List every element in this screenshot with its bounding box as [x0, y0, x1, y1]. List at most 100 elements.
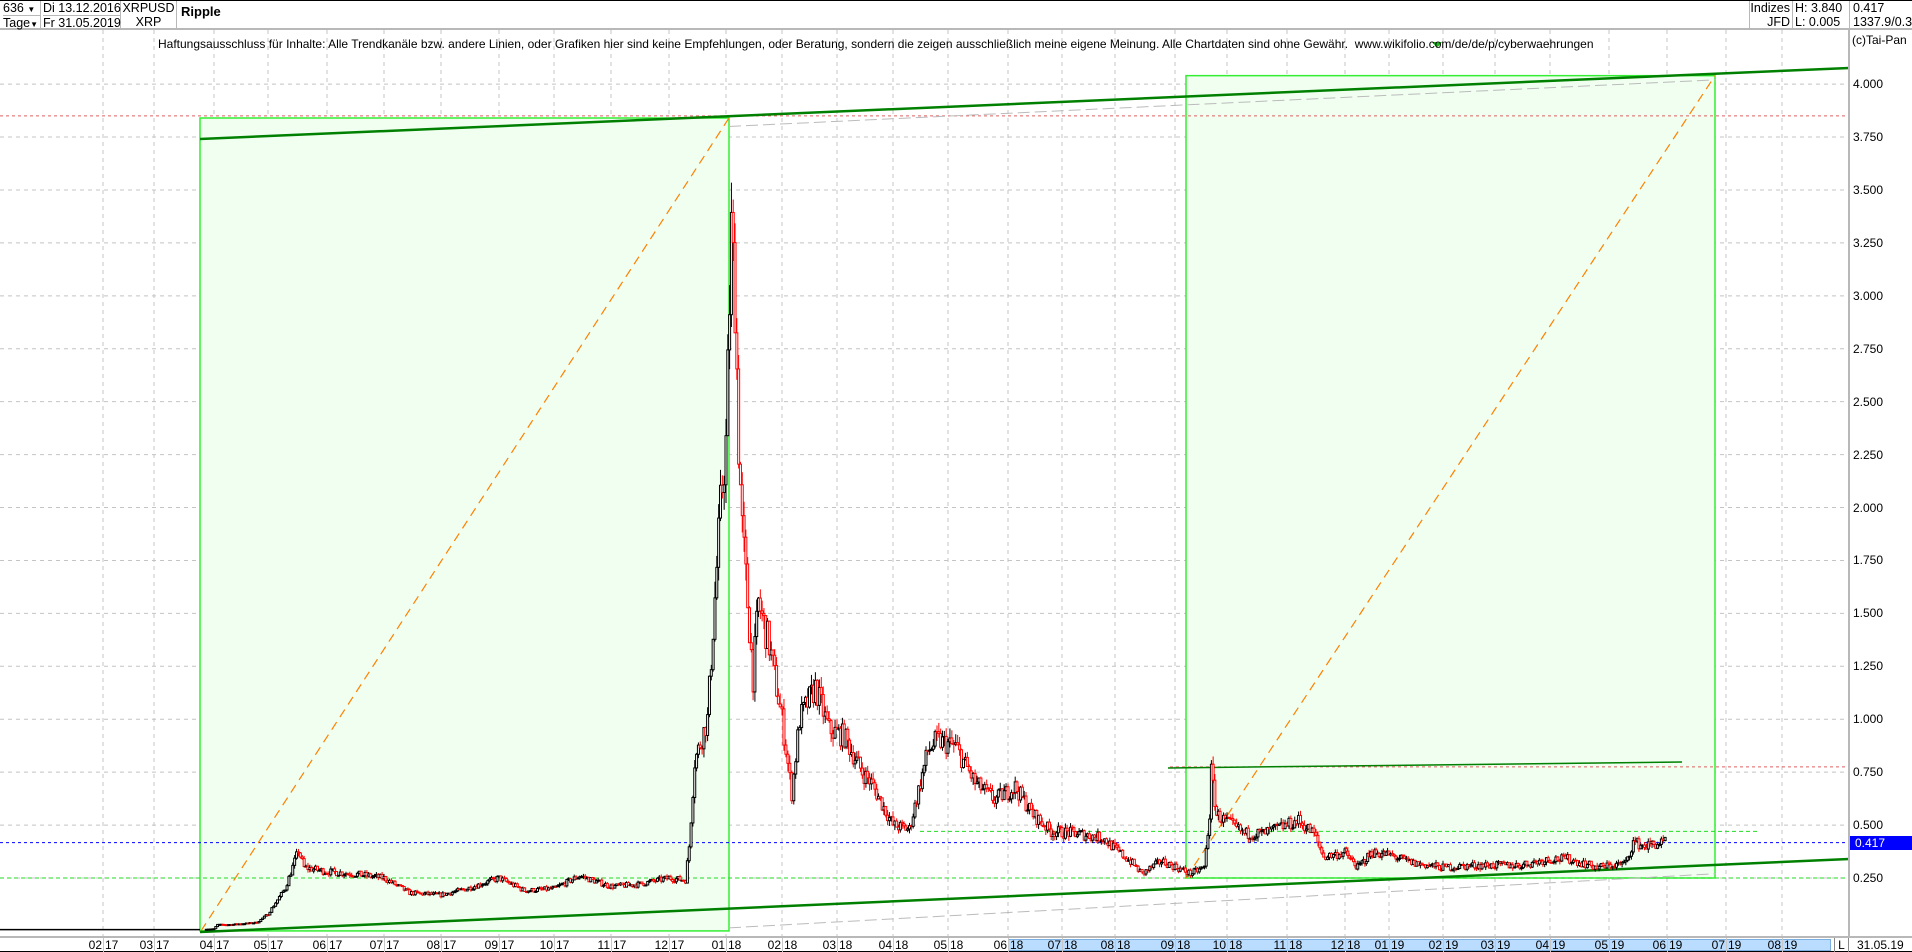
candle [1631, 837, 1635, 855]
candle [848, 737, 852, 762]
candle-body [920, 772, 924, 790]
candle [749, 632, 753, 653]
candle [1266, 826, 1270, 836]
candle [1270, 826, 1274, 833]
candle-body [904, 825, 908, 831]
candle-body [796, 729, 800, 763]
candle [802, 701, 806, 712]
tick-month: 06 [1652, 938, 1666, 952]
candle-body [1024, 795, 1028, 812]
candle-body [898, 821, 902, 831]
candle [1055, 831, 1059, 841]
candle [1015, 780, 1019, 795]
candle [1456, 865, 1460, 871]
candle-body [1206, 834, 1210, 849]
candle [1209, 760, 1213, 823]
candle [821, 686, 825, 725]
candle-body [1346, 850, 1350, 857]
candle [652, 878, 656, 883]
candle [594, 878, 598, 884]
candle-body [762, 612, 766, 617]
candle-body [1077, 830, 1081, 836]
tick-year: 17 [671, 938, 685, 952]
candle-body [1246, 827, 1250, 840]
candle-body [1063, 827, 1067, 839]
end-date[interactable]: Fr 31.05.2019 [43, 15, 121, 30]
extra-value: 1337.9/0.3 [1853, 15, 1912, 29]
tick-month: 02 [1428, 938, 1442, 952]
candle [335, 871, 338, 877]
candle [369, 872, 373, 879]
time-axis-selection[interactable] [1008, 939, 1831, 951]
candle [523, 887, 527, 892]
candle [1074, 831, 1078, 838]
candle-body [880, 797, 884, 811]
candle [1486, 860, 1490, 867]
candle-body [1144, 869, 1148, 875]
candle [792, 773, 796, 805]
candle [740, 472, 744, 533]
tick-separator [782, 938, 783, 952]
candle-body [495, 876, 499, 882]
candle-body [884, 805, 888, 816]
candle [733, 223, 737, 334]
candle-body [965, 756, 969, 767]
candle-body [295, 851, 299, 859]
period-dropdown[interactable]: Tage▼ [3, 15, 40, 30]
candle [342, 873, 346, 879]
tick-year: 19 [1611, 938, 1625, 952]
tick-month: 11 [1273, 938, 1286, 952]
candle [1132, 858, 1136, 867]
candle [636, 880, 640, 889]
candle-body [702, 727, 706, 750]
candle [1231, 813, 1235, 826]
candle-body [1277, 823, 1281, 826]
candle-body [289, 874, 293, 877]
candle-body [735, 332, 739, 370]
time-axis[interactable]: 02 17 03 17 04 17 05 17 06 17 07 17 08 17 09 17 10 17 11 17… [0, 936, 1912, 952]
drawings [0, 66, 1850, 934]
candle [669, 874, 673, 881]
tick-separator [441, 938, 442, 952]
candle-body [726, 349, 730, 437]
candle [1562, 852, 1566, 858]
candle-body [1113, 842, 1117, 846]
price-tick-label: 0.500 [1853, 818, 1884, 833]
bars-count-dropdown[interactable]: 636 ▼ [3, 1, 36, 15]
candle-body [917, 785, 921, 805]
tick-year: 17 [443, 938, 457, 952]
candle [295, 848, 299, 860]
chart-header: 636 ▼ Tage▼ Di 13.12.2016 Fr 31.05.2019 … [0, 0, 1912, 30]
candle [506, 879, 510, 884]
candle [1082, 829, 1086, 842]
tick-separator [1062, 938, 1063, 952]
candle-body [262, 915, 266, 919]
candle [600, 877, 604, 888]
candle-body [1190, 873, 1194, 877]
candle [798, 725, 802, 731]
candle [1163, 855, 1167, 867]
candle-body [1516, 862, 1520, 866]
candle [1495, 860, 1499, 871]
candle-body [1042, 825, 1046, 828]
candle-body [1448, 864, 1452, 871]
candle [773, 649, 777, 671]
candle [853, 752, 857, 770]
candle-body [640, 881, 644, 885]
price-chart[interactable] [0, 30, 1912, 936]
candle [1271, 824, 1275, 832]
bars-count-cell[interactable]: 636 ▼ Tage▼ [0, 1, 41, 30]
tick-year: 18 [728, 938, 742, 952]
candle-body [742, 515, 746, 538]
candle [1256, 828, 1260, 842]
candle [450, 890, 454, 897]
candle-body [1213, 779, 1217, 807]
candle-body [1511, 864, 1515, 869]
candle [550, 885, 554, 890]
candle [825, 705, 829, 721]
candle-body [1148, 865, 1152, 871]
candle-body [1663, 836, 1667, 842]
l-button[interactable]: L [1834, 938, 1849, 952]
start-date[interactable]: Di 13.12.2016 [43, 1, 121, 15]
candle [1516, 862, 1520, 868]
